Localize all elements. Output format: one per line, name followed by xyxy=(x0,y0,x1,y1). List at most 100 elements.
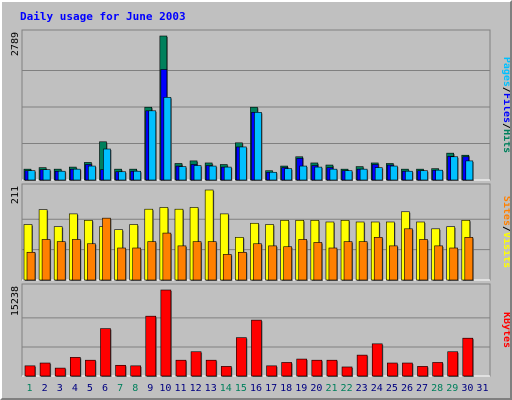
bar-sites-day-5 xyxy=(87,243,96,281)
bar-kbytes-day-8 xyxy=(130,365,141,377)
bar-pages-day-14 xyxy=(223,166,232,181)
bar-kbytes-day-14 xyxy=(220,366,232,377)
x-tick-day-8: 8 xyxy=(132,383,138,394)
x-tick-day-9: 9 xyxy=(147,383,153,394)
bar-sites-day-29 xyxy=(449,247,459,281)
bar-kbytes-day-17 xyxy=(266,365,277,377)
bar-sites-day-15 xyxy=(238,251,247,281)
x-tick-day-27: 27 xyxy=(416,383,428,394)
x-tick-day-1: 1 xyxy=(27,383,33,394)
bar-kbytes-day-20 xyxy=(311,359,323,377)
x-tick-day-10: 10 xyxy=(159,383,171,394)
bar-sites-day-19 xyxy=(298,239,308,281)
legend-pages: Pages xyxy=(501,57,510,87)
bar-sites-day-16 xyxy=(253,243,262,281)
bar-pages-day-12 xyxy=(193,165,202,181)
bar-pages-day-1 xyxy=(27,170,36,181)
bar-kbytes-day-15 xyxy=(236,337,247,377)
x-tick-day-22: 22 xyxy=(341,383,353,394)
legend-visits-panel: Sites/Visits xyxy=(501,196,510,268)
chart-title: Daily usage for June 2003 xyxy=(20,10,186,23)
x-tick-day-4: 4 xyxy=(72,383,78,394)
bar-kbytes-day-30 xyxy=(462,337,474,377)
bar-sites-day-24 xyxy=(373,237,383,281)
bar-pages-day-21 xyxy=(329,168,338,181)
bar-pages-day-26 xyxy=(405,170,413,181)
legend-hits-panel: Pages/Files/Hits xyxy=(501,57,510,153)
bar-sites-day-3 xyxy=(56,241,66,281)
bar-pages-day-13 xyxy=(208,165,217,181)
bar-pages-day-10 xyxy=(163,97,172,181)
bar-pages-day-18 xyxy=(284,168,292,181)
bar-pages-day-20 xyxy=(314,166,323,181)
x-tick-day-25: 25 xyxy=(386,383,398,394)
bar-pages-day-25 xyxy=(390,165,398,181)
bar-pages-day-3 xyxy=(57,170,66,181)
bar-pages-day-23 xyxy=(359,168,368,181)
bar-sites-day-22 xyxy=(343,241,353,281)
bar-sites-day-6 xyxy=(102,217,111,281)
bar-pages-day-11 xyxy=(178,166,187,181)
bar-sites-day-10 xyxy=(162,232,172,281)
bar-pages-day-4 xyxy=(72,168,81,181)
bar-pages-day-6 xyxy=(103,148,111,181)
x-tick-day-11: 11 xyxy=(174,383,186,394)
bar-kbytes-day-12 xyxy=(190,351,202,377)
x-tick-day-17: 17 xyxy=(265,383,277,394)
x-tick-day-19: 19 xyxy=(295,383,307,394)
bar-kbytes-day-21 xyxy=(326,359,338,377)
bar-sites-day-11 xyxy=(177,245,187,281)
x-tick-day-7: 7 xyxy=(117,383,123,394)
bar-kbytes-day-25 xyxy=(387,362,398,377)
legend-sites: Sites xyxy=(501,196,510,226)
bar-pages-day-7 xyxy=(118,171,126,181)
x-tick-day-3: 3 xyxy=(57,383,63,394)
bar-kbytes-day-11 xyxy=(175,359,187,377)
x-tick-day-26: 26 xyxy=(401,383,413,394)
bar-sites-day-12 xyxy=(192,241,202,281)
bar-pages-day-27 xyxy=(420,170,428,181)
bar-sites-day-25 xyxy=(389,245,398,281)
x-tick-day-18: 18 xyxy=(280,383,292,394)
bar-kbytes-day-2 xyxy=(39,362,51,377)
x-tick-day-21: 21 xyxy=(325,383,337,394)
bar-sites-day-14 xyxy=(222,254,232,281)
bar-pages-day-28 xyxy=(435,169,443,181)
x-tick-day-16: 16 xyxy=(250,383,262,394)
legend-separator: / xyxy=(501,226,510,232)
bar-sites-day-7 xyxy=(117,247,126,281)
bar-sites-day-27 xyxy=(419,239,428,281)
bar-pages-day-15 xyxy=(239,146,247,181)
bar-kbytes-day-5 xyxy=(85,359,96,377)
legend-files: Files xyxy=(501,93,510,123)
bar-pages-day-9 xyxy=(148,110,157,181)
bar-pages-day-16 xyxy=(254,112,262,181)
bar-sites-day-18 xyxy=(283,246,292,281)
legend-kbytes-panel: KBytes xyxy=(501,312,510,348)
bar-sites-day-1 xyxy=(26,251,36,281)
bar-sites-day-23 xyxy=(358,241,368,281)
x-tick-day-30: 30 xyxy=(461,383,473,394)
bar-kbytes-day-18 xyxy=(281,362,292,377)
bar-kbytes-day-22 xyxy=(341,366,353,377)
bar-kbytes-day-26 xyxy=(402,362,413,377)
bar-kbytes-day-1 xyxy=(24,365,36,377)
legend-separator: / xyxy=(501,123,510,129)
x-tick-day-29: 29 xyxy=(446,383,458,394)
x-tick-day-2: 2 xyxy=(42,383,48,394)
legend-hits: Hits xyxy=(501,129,510,153)
bar-sites-day-8 xyxy=(132,247,141,281)
bar-kbytes-day-29 xyxy=(447,351,459,377)
x-tick-day-24: 24 xyxy=(371,383,383,394)
bar-sites-day-21 xyxy=(328,247,338,281)
bar-kbytes-day-19 xyxy=(296,358,308,377)
bar-sites-day-2 xyxy=(41,239,51,281)
bar-kbytes-day-28 xyxy=(432,362,443,377)
bar-sites-day-28 xyxy=(434,245,443,281)
bar-kbytes-day-9 xyxy=(145,315,157,377)
x-tick-day-13: 13 xyxy=(205,383,217,394)
bar-kbytes-day-27 xyxy=(417,366,428,377)
x-tick-day-14: 14 xyxy=(220,383,232,394)
